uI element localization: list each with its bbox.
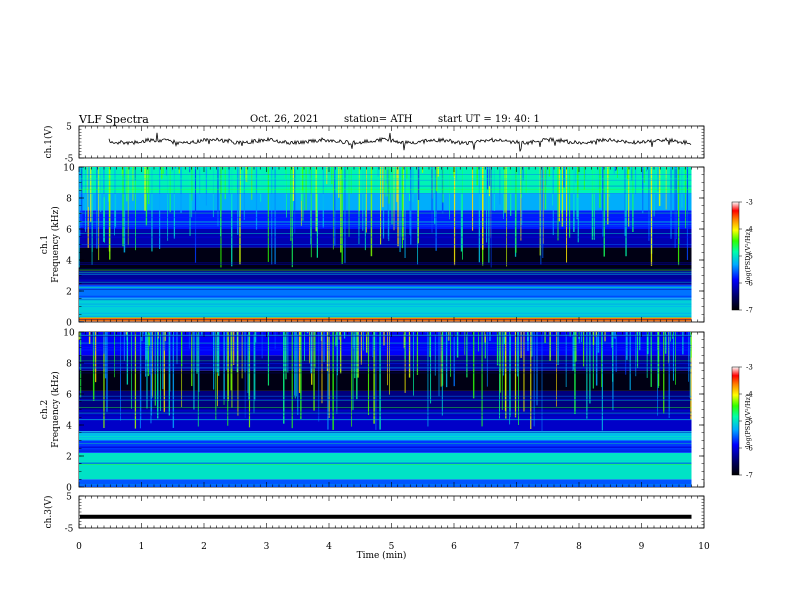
x-tick-label: 0 [76, 542, 82, 552]
x-tick-label: 7 [514, 542, 520, 552]
ch1-spectrogram-ytick-label: 8 [66, 195, 72, 205]
ch2-spectrogram-colorbar-label: log(PSD)(V²/Hz) [744, 394, 752, 447]
ch2-spectrogram-ytick-label: 2 [66, 453, 72, 463]
ch1-spectrogram-panel: 0 2 4 6 8 10 ch.1 Frequency (kHz) -3 -4 -5 -6 -7 log(… [40, 164, 753, 329]
ch2-spectrogram-band [79, 431, 692, 441]
x-axis: 0 1 2 3 4 5 6 7 8 9 10 Time (min) [76, 542, 710, 561]
ch1-waveform-ylabel: ch.1(V) [43, 126, 54, 159]
x-tick-label: 4 [326, 542, 332, 552]
ch1-spectrogram-colorbar-tick: -3 [746, 199, 753, 207]
ch2-spectrogram-ytick-label: 4 [66, 422, 72, 432]
ch1-waveform-trace [108, 132, 692, 152]
ch1-waveform-ytick-label: -5 [65, 155, 74, 165]
ch2-spectrogram-colorbar-tick: -4 [746, 391, 753, 399]
x-axis-label: Time (min) [357, 550, 407, 561]
ch1-waveform-ytick-label: 5 [66, 123, 72, 133]
ch2-spectrogram-band [79, 370, 692, 391]
ch1-spectrogram-band [79, 247, 692, 271]
ch1-spectrogram-colorbar-tick: -5 [746, 253, 753, 261]
date-label: Oct. 26, 2021 [250, 114, 319, 125]
ch2-spectrogram-band [79, 390, 692, 410]
ch2-spectrogram-band [79, 409, 692, 432]
ch2-spectrogram-panel: 0 2 4 6 8 10 ch.2 Frequency (kHz) -3 -4 -5 -6 -7 log(… [40, 329, 753, 494]
ch2-spectrogram-ytick-label: 0 [66, 484, 72, 494]
ch1-waveform-panel: 5 -5 ch.1(V) [43, 123, 705, 165]
ch1-spectrogram-ytick-label: 0 [66, 319, 72, 329]
ch2-spectrogram-colorbar-tick: -7 [746, 472, 753, 480]
x-tick-label: 6 [451, 542, 457, 552]
x-tick-label: 5 [389, 542, 395, 552]
ch1-spectrogram-colorbar-tick: -6 [746, 280, 753, 288]
ch2-spectrogram-band [79, 452, 692, 480]
ch2-spectrogram-ylabel: ch.2 [40, 400, 50, 419]
x-tick-label: 3 [264, 542, 270, 552]
ch1-spectrogram-ytick-label: 10 [63, 164, 75, 174]
x-tick-label: 1 [139, 542, 145, 552]
ch2-spectrogram-colorbar-tick: -3 [746, 364, 753, 372]
x-tick-label: 9 [639, 542, 645, 552]
ch1-spectrogram-colorbar-tick: -4 [746, 226, 753, 234]
ch1-spectrogram-band [79, 229, 692, 248]
start-time-label: start UT = 19: 40: 1 [438, 114, 540, 125]
ch1-spectrogram-ytick-label: 4 [66, 257, 72, 267]
ch2-spectrogram-band [79, 355, 692, 371]
ch1-spectrogram-ylabel-sub: Frequency (kHz) [50, 206, 61, 283]
ch1-spectrogram-ytick-label: 2 [66, 288, 72, 298]
ch2-spectrogram-ylabel-sub: Frequency (kHz) [50, 371, 61, 448]
ch1-spectrogram-band [79, 298, 692, 318]
x-tick-label: 2 [201, 542, 207, 552]
ch1-spectrogram-ytick-label: 6 [66, 226, 72, 236]
ch1-spectrogram-band [79, 270, 692, 285]
ch2-spectrogram-band [79, 479, 692, 487]
ch2-spectrogram-ytick-label: 8 [66, 360, 72, 370]
ch3-waveform-panel: 5 -5 ch.3(V) [43, 493, 705, 535]
ch2-spectrogram-ytick-label: 6 [66, 391, 72, 401]
ch3-waveform-ytick-label: -5 [65, 525, 74, 535]
station-label: station= ATH [344, 114, 413, 125]
x-tick-label: 10 [698, 542, 710, 552]
ch1-spectrogram-colorbar-tick: -7 [746, 307, 753, 315]
ch2-spectrogram-colorbar [731, 366, 740, 476]
ch1-spectrogram-colorbar-label: log(PSD)(V²/Hz) [744, 229, 752, 282]
ch2-spectrogram-colorbar-tick: -6 [746, 445, 753, 453]
ch2-spectrogram-colorbar-tick: -5 [746, 418, 753, 426]
ch3-waveform-ytick-label: 5 [66, 493, 72, 503]
chart-title: VLF Spectra [79, 113, 149, 126]
ch3-waveform-ylabel: ch.3(V) [43, 496, 54, 529]
ch1-spectrogram-band [79, 284, 692, 299]
x-tick-label: 8 [576, 542, 582, 552]
ch1-spectrogram-ylabel: ch.1 [40, 235, 50, 254]
ch2-spectrogram-ytick-label: 10 [63, 329, 75, 339]
ch1-spectrogram-colorbar [731, 201, 740, 311]
